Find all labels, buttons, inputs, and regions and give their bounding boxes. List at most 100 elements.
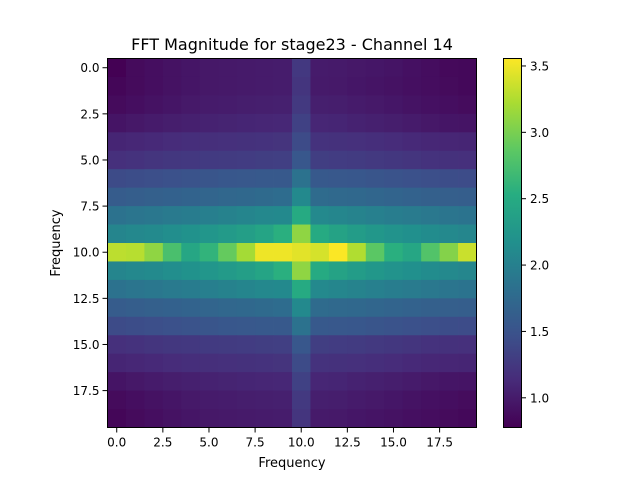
heatmap-cell bbox=[402, 335, 422, 355]
heatmap-cell bbox=[310, 58, 330, 78]
heatmap-cell bbox=[458, 353, 477, 373]
heatmap-cell bbox=[181, 187, 201, 207]
heatmap-cell bbox=[347, 132, 367, 152]
heatmap-cell bbox=[310, 113, 330, 133]
heatmap-cell bbox=[255, 243, 274, 262]
heatmap-cell bbox=[292, 169, 311, 189]
heatmap-cell bbox=[421, 316, 440, 336]
heatmap-cell bbox=[144, 76, 164, 96]
heatmap-cell bbox=[421, 353, 440, 373]
heatmap-cell bbox=[458, 390, 477, 410]
heatmap-cell bbox=[125, 261, 145, 281]
heatmap-cell bbox=[439, 113, 459, 133]
heatmap-cell bbox=[328, 261, 348, 281]
heatmap-cell bbox=[458, 372, 477, 391]
y-tick-label: 7.5 bbox=[80, 200, 99, 214]
heatmap-cell bbox=[218, 224, 238, 244]
heatmap-cell bbox=[218, 132, 238, 152]
heatmap-cell bbox=[181, 298, 201, 318]
heatmap-cell bbox=[162, 187, 182, 207]
heatmap-cell bbox=[458, 279, 477, 299]
heatmap-cell bbox=[125, 113, 145, 133]
heatmap-cell bbox=[292, 95, 311, 115]
heatmap-cell bbox=[255, 187, 274, 207]
heatmap-cell bbox=[125, 187, 145, 207]
heatmap-cell bbox=[181, 279, 201, 299]
heatmap-cell bbox=[439, 279, 459, 299]
heatmap-cell bbox=[236, 279, 256, 299]
heatmap-cell bbox=[421, 409, 440, 428]
heatmap-cell bbox=[439, 261, 459, 281]
heatmap-cell bbox=[199, 224, 219, 244]
heatmap-cell bbox=[218, 113, 238, 133]
heatmap-cell bbox=[347, 372, 367, 391]
heatmap-cell bbox=[292, 58, 311, 78]
heatmap-cell bbox=[107, 298, 127, 318]
heatmap-cell bbox=[384, 390, 404, 410]
heatmap-cell bbox=[199, 409, 219, 428]
colorbar-tick-label: 3.5 bbox=[530, 59, 549, 73]
heatmap-cell bbox=[402, 206, 422, 225]
heatmap-cell bbox=[125, 353, 145, 373]
heatmap-cell bbox=[292, 390, 311, 410]
chart-title: FFT Magnitude for stage23 - Channel 14 bbox=[131, 35, 453, 54]
heatmap-cell bbox=[199, 150, 219, 170]
y-tick-label: 15.0 bbox=[73, 338, 100, 352]
heatmap-cell bbox=[421, 390, 440, 410]
heatmap-cell bbox=[402, 58, 422, 78]
y-axis: 0.0 2.5 5.0 7.5 10.0 12.5 15.0 17.5 bbox=[73, 61, 108, 398]
heatmap-cell bbox=[107, 353, 127, 373]
heatmap-cell bbox=[236, 372, 256, 391]
heatmap-cell bbox=[384, 409, 404, 428]
heatmap-cell bbox=[292, 335, 311, 355]
heatmap-cell bbox=[328, 95, 348, 115]
heatmap-cell bbox=[439, 58, 459, 78]
y-tick-label: 10.0 bbox=[73, 246, 100, 260]
colorbar-tick-label: 2.0 bbox=[530, 259, 549, 273]
heatmap-cell bbox=[347, 409, 367, 428]
heatmap-cell bbox=[273, 390, 293, 410]
heatmap-cell bbox=[107, 76, 127, 96]
heatmap-cell bbox=[273, 132, 293, 152]
heatmap-cell bbox=[365, 409, 385, 428]
heatmap-cell bbox=[458, 187, 477, 207]
heatmap-cell bbox=[236, 95, 256, 115]
heatmap-cell bbox=[310, 298, 330, 318]
heatmap-cell bbox=[402, 169, 422, 189]
heatmap-cell bbox=[236, 150, 256, 170]
heatmap-cell bbox=[328, 58, 348, 78]
heatmap-cell bbox=[365, 132, 385, 152]
heatmap-cell bbox=[439, 372, 459, 391]
heatmap-cell bbox=[255, 279, 274, 299]
heatmap-cell bbox=[347, 150, 367, 170]
colorbar-tick-label: 1.5 bbox=[530, 325, 549, 339]
heatmap-cell bbox=[439, 409, 459, 428]
heatmap-cell bbox=[236, 409, 256, 428]
heatmap-cell bbox=[310, 169, 330, 189]
heatmap-cell bbox=[199, 372, 219, 391]
heatmap-cell bbox=[310, 76, 330, 96]
heatmap-cell bbox=[273, 58, 293, 78]
heatmap-cell bbox=[421, 206, 440, 225]
heatmap-cell bbox=[144, 132, 164, 152]
heatmap-cell bbox=[144, 372, 164, 391]
x-tick-label: 2.5 bbox=[153, 436, 172, 450]
heatmap-cell bbox=[255, 298, 274, 318]
heatmap-cell bbox=[199, 169, 219, 189]
heatmap-cell bbox=[144, 261, 164, 281]
heatmap-cell bbox=[458, 206, 477, 225]
heatmap-cell bbox=[162, 58, 182, 78]
heatmap-cell bbox=[218, 76, 238, 96]
heatmap-cell bbox=[384, 224, 404, 244]
heatmap-cell bbox=[310, 95, 330, 115]
heatmap-cell bbox=[365, 298, 385, 318]
heatmap-cell bbox=[181, 169, 201, 189]
heatmap-cell bbox=[439, 206, 459, 225]
heatmap-cell bbox=[107, 335, 127, 355]
x-tick-label: 7.5 bbox=[246, 436, 265, 450]
heatmap-cells bbox=[107, 58, 477, 428]
heatmap-cell bbox=[255, 372, 274, 391]
heatmap-cell bbox=[218, 243, 238, 262]
heatmap-cell bbox=[125, 372, 145, 391]
heatmap-cell bbox=[365, 243, 385, 262]
